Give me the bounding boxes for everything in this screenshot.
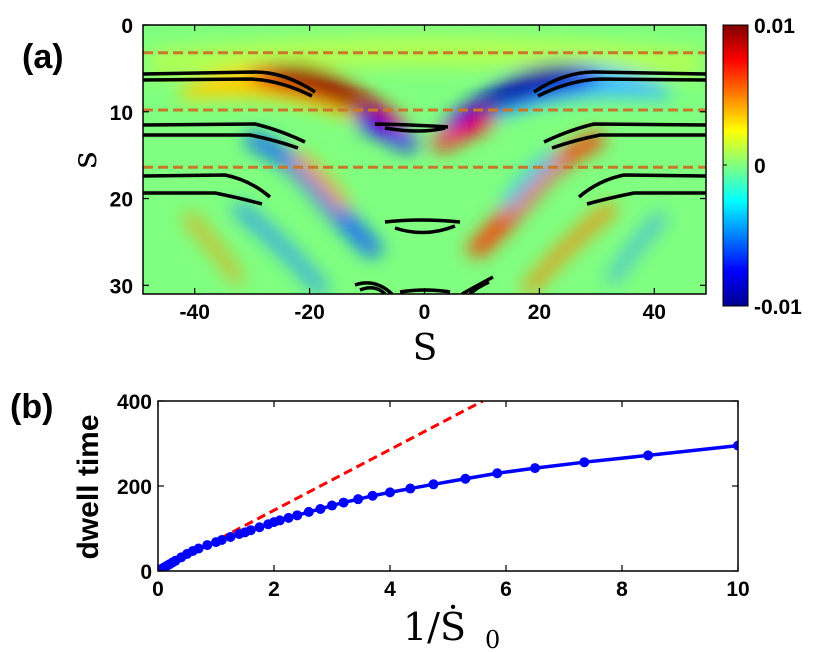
heatmap-lower-right-2 <box>605 210 668 285</box>
heatmap-band-left-orange <box>292 150 350 212</box>
dashed-lines <box>143 51 706 169</box>
contour-right-3 <box>577 173 706 206</box>
data-point <box>274 515 285 526</box>
heatmap-lobe-left-yellow <box>180 65 410 140</box>
data-point <box>254 522 265 533</box>
contour-right-2 <box>543 122 706 150</box>
data-point <box>338 497 349 508</box>
data-point <box>579 457 590 468</box>
colorbar-label-zero: 0 <box>754 155 766 178</box>
panel-a-ylabel: s <box>65 151 105 168</box>
contour-left-3 <box>143 173 272 206</box>
data-point <box>315 503 326 514</box>
panel-b-ylabel: dwell time <box>72 414 105 559</box>
panel-b-xtick-label: 0 <box>152 578 164 601</box>
data-point <box>245 525 256 536</box>
data-point <box>530 463 540 474</box>
contour-right-4 <box>461 275 494 294</box>
series-simulation-points <box>158 440 738 571</box>
panel-a-xtick-label: 0 <box>419 301 431 324</box>
panel-a-xtick-label: 40 <box>643 301 666 324</box>
panel-a-label: (a) <box>22 38 64 76</box>
colorbar-label-max: 0.01 <box>754 15 795 38</box>
panel-b-plot <box>158 401 738 571</box>
panel-b-xtick-label: 2 <box>268 578 280 601</box>
panel-b-ytick-label: 200 <box>117 476 152 499</box>
colorbar-label-min: -0.01 <box>754 296 802 319</box>
panel-a-axes: -40 -20 0 20 40 0 10 20 30 <box>110 15 706 324</box>
contour-center-1 <box>374 122 449 133</box>
data-point <box>292 510 303 521</box>
data-point <box>327 500 337 511</box>
panel-b-label: (b) <box>10 388 53 426</box>
contour-left-1 <box>143 70 316 98</box>
data-point <box>405 483 416 494</box>
panel-b-background <box>158 401 738 571</box>
heatmap-lobe-center-red <box>430 112 495 152</box>
heatmap-lobe-right-navy <box>465 66 575 118</box>
panel-a-xtick-label: -40 <box>180 301 210 324</box>
panel-b-xlabel-sub: 0 <box>485 626 500 652</box>
data-point <box>202 540 213 551</box>
data-point <box>460 473 471 484</box>
panel-a-ytick-label: 0 <box>121 15 133 38</box>
heatmap-lower-left <box>232 200 330 294</box>
colorbar <box>722 24 749 307</box>
panel-b-ytick-label: 0 <box>140 561 152 584</box>
heatmap-band-left-blue <box>245 130 385 258</box>
contour-left-2 <box>143 122 306 150</box>
data-point <box>216 534 227 545</box>
data-point <box>492 468 503 479</box>
panel-b-xlabel: 1/Ṡ 0 <box>403 605 500 652</box>
panel-a-ytick-label: 20 <box>110 189 133 212</box>
data-point <box>353 494 364 505</box>
data-point <box>225 532 236 542</box>
heatmap-area <box>143 25 706 294</box>
heatmap-lobe-left-darkred <box>275 66 385 118</box>
panel-b-axes: 0 2 4 6 8 10 0 200 400 <box>117 391 750 601</box>
panel-b-xlabel-main: 1/Ṡ <box>403 605 466 649</box>
panel-b-ytick-label: 400 <box>117 391 152 414</box>
data-point <box>303 506 314 517</box>
heatmap-band-right-red <box>465 130 605 258</box>
panel-b-xtick-label: 4 <box>384 578 396 601</box>
contour-center-2 <box>384 218 461 235</box>
data-point <box>193 543 204 554</box>
colorbar-ticks <box>723 24 727 307</box>
data-point <box>367 490 378 501</box>
data-point <box>283 512 294 523</box>
panel-a-ytick-label: 10 <box>110 102 133 125</box>
contour-right-1 <box>533 70 706 98</box>
data-point <box>428 479 439 490</box>
heatmap-lower-right <box>520 200 618 294</box>
data-point <box>733 440 738 451</box>
heatmap-lobe-right-cyan <box>440 65 670 140</box>
panel-a-xtick-label: 20 <box>528 301 551 324</box>
heatmap-band-right-cyan <box>500 150 558 212</box>
panel-a-ytick-label: 30 <box>110 275 133 298</box>
panel-a-xlabel: S <box>413 328 438 369</box>
heatmap-lobe-center-blue <box>355 112 420 152</box>
data-point <box>643 450 654 461</box>
data-point <box>385 487 395 498</box>
heatmap-lower-left-2 <box>182 210 245 285</box>
heatmap-field <box>150 36 700 294</box>
panel-b-xtick-label: 8 <box>616 578 628 601</box>
contour-lines <box>143 70 706 294</box>
panel-b-xtick-label: 6 <box>500 578 512 601</box>
panel-b-xtick-label: 10 <box>726 578 749 601</box>
panel-a-xtick-label: -20 <box>294 301 324 324</box>
contour-left-4 <box>354 281 394 294</box>
